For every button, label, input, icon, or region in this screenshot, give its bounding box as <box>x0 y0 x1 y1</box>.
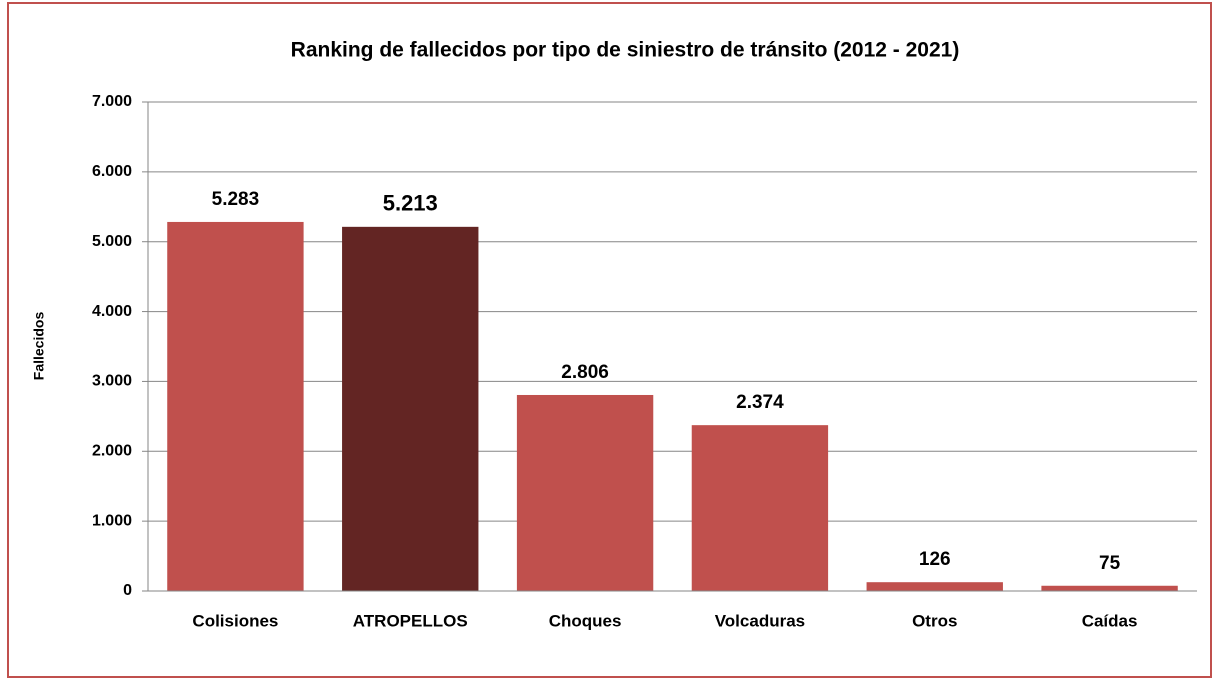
y-tick-label: 1.000 <box>92 512 132 529</box>
y-tick-label: 3.000 <box>92 373 132 390</box>
x-tick-label: Caídas <box>1082 611 1138 630</box>
value-label: 126 <box>919 549 951 570</box>
x-tick-label: Choques <box>549 611 622 630</box>
bar <box>516 394 654 591</box>
chart-title: Ranking de fallecidos por tipo de sinies… <box>291 39 960 62</box>
value-label: 75 <box>1099 553 1121 574</box>
x-tick-label: ATROPELLOS <box>353 611 468 630</box>
y-tick-label: 5.000 <box>92 233 132 250</box>
y-tick-label: 4.000 <box>92 303 132 320</box>
x-tick-label: Volcaduras <box>715 611 805 630</box>
value-label: 5.213 <box>383 191 438 216</box>
y-tick-label: 0 <box>123 582 132 599</box>
x-tick-label: Otros <box>912 611 957 630</box>
y-axis-label: Fallecidos <box>31 312 47 381</box>
value-label: 5.283 <box>212 189 260 210</box>
y-tick-label: 2.000 <box>92 443 132 460</box>
bar <box>342 226 479 591</box>
bar <box>866 582 1003 591</box>
bar <box>691 425 829 591</box>
y-tick-label: 6.000 <box>92 163 132 180</box>
bar <box>167 221 304 592</box>
x-tick-label: Colisiones <box>192 611 278 630</box>
y-tick-label: 7.000 <box>92 93 132 110</box>
bar <box>1041 585 1178 591</box>
value-label: 2.374 <box>736 392 784 413</box>
value-label: 2.806 <box>561 362 609 383</box>
